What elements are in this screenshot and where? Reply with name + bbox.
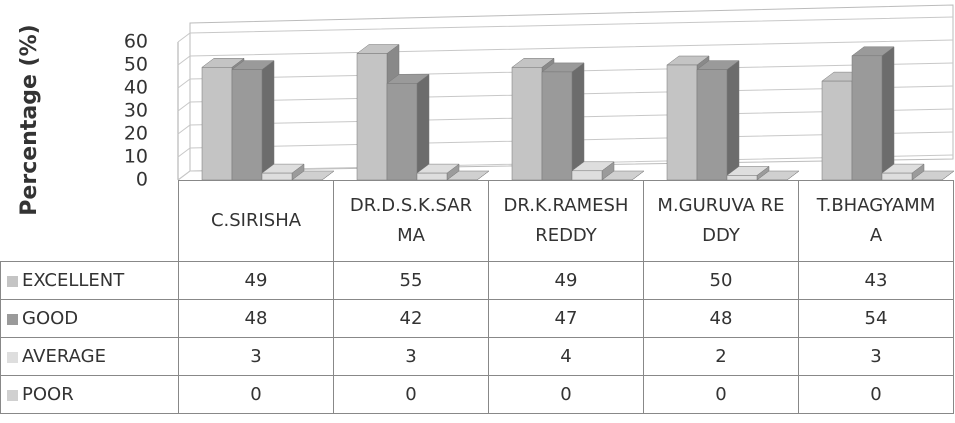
bar — [386, 73, 430, 181]
bar-front — [201, 67, 233, 181]
category-label: C.SIRISHA — [178, 180, 334, 262]
grid-line — [177, 39, 954, 66]
bar-side — [416, 73, 430, 181]
header-row: C.SIRISHA DR.D.S.K.SARMA DR.K.RAMESH REDDY… — [0, 180, 954, 262]
bar-side — [726, 60, 740, 181]
corner — [0, 180, 179, 262]
bar-front — [571, 170, 603, 181]
bar — [571, 161, 615, 181]
legend-label: EXCELLENT — [22, 270, 125, 291]
legend-swatch — [7, 389, 18, 401]
value-cell: 48 — [643, 299, 799, 338]
series-row: GOOD 48 42 47 48 54 — [0, 299, 954, 338]
value-cell: 54 — [798, 299, 954, 338]
category-label: T.BHAGYAMMA — [798, 180, 954, 262]
value-cell: 49 — [178, 261, 334, 300]
value-cell: 43 — [798, 261, 954, 300]
value-cell: 42 — [333, 299, 489, 338]
value-cell: 0 — [178, 375, 334, 414]
bar — [696, 60, 740, 181]
bar — [261, 163, 305, 181]
bar — [851, 46, 895, 181]
bar-front — [726, 175, 758, 181]
bar-side — [881, 46, 895, 181]
legend-entry: EXCELLENT — [0, 261, 179, 300]
bar-front — [821, 80, 853, 181]
bar-front — [356, 53, 388, 181]
back-wall — [189, 4, 954, 172]
legend-swatch — [7, 275, 18, 287]
value-cell: 0 — [333, 375, 489, 414]
series-row: POOR 0 0 0 0 0 — [0, 375, 954, 414]
bar-front — [881, 172, 913, 181]
value-cell: 49 — [488, 261, 644, 300]
bar-front — [511, 67, 543, 181]
bar — [416, 163, 460, 181]
legend-entry: POOR — [0, 375, 179, 414]
y-tick-label: 20 — [124, 123, 148, 145]
category-label: DR.K.RAMESH REDDY — [488, 180, 644, 262]
bar-front — [541, 71, 573, 181]
value-cell: 0 — [488, 375, 644, 414]
bar — [541, 62, 585, 181]
value-cell: 47 — [488, 299, 644, 338]
value-cell: 0 — [798, 375, 954, 414]
bar — [881, 163, 925, 181]
value-cell: 3 — [798, 337, 954, 376]
bar-front — [416, 172, 448, 181]
legend-label: GOOD — [22, 308, 79, 329]
bar-front — [261, 172, 293, 181]
legend-label: POOR — [22, 384, 74, 405]
y-tick-label: 50 — [124, 54, 148, 76]
bar-side — [261, 60, 275, 181]
bar-front — [231, 69, 263, 181]
data-table: C.SIRISHA DR.D.S.K.SARMA DR.K.RAMESH REDDY… — [0, 180, 954, 414]
legend-swatch — [7, 351, 18, 363]
bar-front — [386, 83, 418, 181]
y-tick-label: 10 — [124, 146, 148, 168]
category-label: DR.D.S.K.SARMA — [333, 180, 489, 262]
legend-entry: GOOD — [0, 299, 179, 338]
value-cell: 48 — [178, 299, 334, 338]
value-cell: 0 — [643, 375, 799, 414]
y-tick-label: 40 — [124, 77, 148, 99]
bar — [231, 60, 275, 181]
value-cell: 55 — [333, 261, 489, 300]
value-cell: 3 — [178, 337, 334, 376]
grid-line — [177, 16, 954, 43]
value-cell: 3 — [333, 337, 489, 376]
legend-swatch — [7, 313, 18, 325]
value-cell: 50 — [643, 261, 799, 300]
series-row: EXCELLENT 49 55 49 50 43 — [0, 261, 954, 300]
value-cell: 2 — [643, 337, 799, 376]
bar-front — [851, 55, 883, 181]
bar-front — [666, 64, 698, 181]
category-label: M.GURUVA REDDY — [643, 180, 799, 262]
y-tick-label: 30 — [124, 100, 148, 122]
bar-side — [571, 62, 585, 181]
value-cell: 4 — [488, 337, 644, 376]
legend-label: AVERAGE — [22, 346, 106, 367]
series-row: AVERAGE 3 3 4 2 3 — [0, 337, 954, 376]
y-tick-label: 60 — [124, 31, 148, 53]
legend-entry: AVERAGE — [0, 337, 179, 376]
bar-front — [696, 69, 728, 181]
